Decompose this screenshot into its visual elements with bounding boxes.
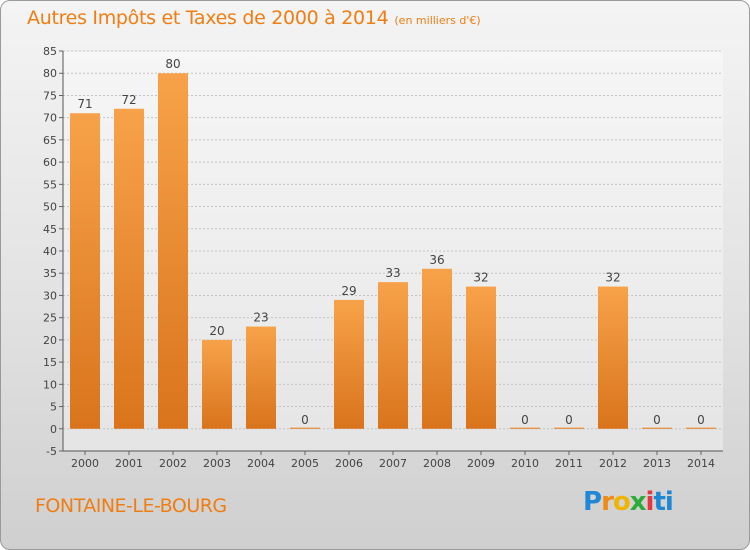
logo-letter: o [612,487,631,517]
y-tick-label: 55 [43,178,57,191]
logo-letter: t [653,487,665,517]
bar [422,268,452,429]
bar-value-label: 32 [605,271,620,285]
bar-value-label: 36 [429,253,444,267]
bar-value-label: 33 [385,266,400,280]
y-tick-label: 0 [50,423,57,436]
y-tick-label: 5 [50,401,57,414]
y-tick-label: 65 [43,134,57,147]
x-tick-label: 2011 [555,457,583,470]
x-tick-label: 2007 [379,457,407,470]
bar [70,113,100,429]
x-tick-label: 2004 [247,457,275,470]
y-tick-label: 20 [43,334,57,347]
x-tick-label: 2001 [115,457,143,470]
x-tick-label: 2008 [423,457,451,470]
x-tick-label: 2014 [687,457,715,470]
bar [554,427,584,429]
x-tick-label: 2000 [71,457,99,470]
logo-letter: P [583,487,602,517]
bar [642,427,672,429]
x-tick-label: 2013 [643,457,671,470]
x-tick-label: 2005 [291,457,319,470]
bar-value-label: 32 [473,271,488,285]
bar-value-label: 0 [653,413,661,427]
bar [114,108,144,429]
y-tick-label: 70 [43,112,57,125]
y-tick-label: 80 [43,67,57,80]
y-tick-label: 40 [43,245,57,258]
bar-value-label: 0 [697,413,705,427]
bar [202,339,232,429]
x-tick-label: 2003 [203,457,231,470]
bar [378,282,408,429]
logo-letter: x [629,487,647,517]
y-tick-label: -5 [46,445,57,458]
y-tick-label: 50 [43,201,57,214]
bar-value-label: 72 [121,93,136,107]
x-tick-label: 2006 [335,457,363,470]
bar [598,286,628,429]
logo-letter: i [645,487,655,517]
commune-name: FONTAINE-LE-BOURG [35,495,227,517]
logo-letter: r [601,487,614,517]
bar-value-label: 71 [77,97,92,111]
y-tick-label: 45 [43,223,57,236]
bar-value-label: 0 [521,413,529,427]
bar [334,299,364,429]
x-tick-label: 2002 [159,457,187,470]
y-tick-label: 85 [43,45,57,58]
bar-value-label: 23 [253,311,268,325]
y-tick-label: 30 [43,289,57,302]
bar [510,427,540,429]
bar [246,326,276,429]
proxiti-logo: Proxiti [583,487,674,517]
y-tick-label: 25 [43,312,57,325]
y-tick-label: 15 [43,356,57,369]
chart-unit: (en milliers d'€) [394,14,481,27]
bar-value-label: 29 [341,284,356,298]
y-tick-label: 60 [43,156,57,169]
bar-value-label: 20 [209,324,224,338]
x-tick-label: 2010 [511,457,539,470]
bar-value-label: 0 [301,413,309,427]
bar-value-label: 80 [165,57,180,71]
x-tick-label: 2009 [467,457,495,470]
x-tick-label: 2012 [599,457,627,470]
chart-title-text: Autres Impôts et Taxes de 2000 à 2014 [27,7,389,29]
y-tick-label: 35 [43,267,57,280]
y-tick-label: 75 [43,89,57,102]
y-tick-label: 10 [43,378,57,391]
logo-letter: i [664,487,674,517]
bar [158,73,188,429]
bar [686,427,716,429]
bar-value-label: 0 [565,413,573,427]
bar [466,286,496,429]
chart-title: Autres Impôts et Taxes de 2000 à 2014 (en… [27,7,481,29]
bar [290,427,320,429]
